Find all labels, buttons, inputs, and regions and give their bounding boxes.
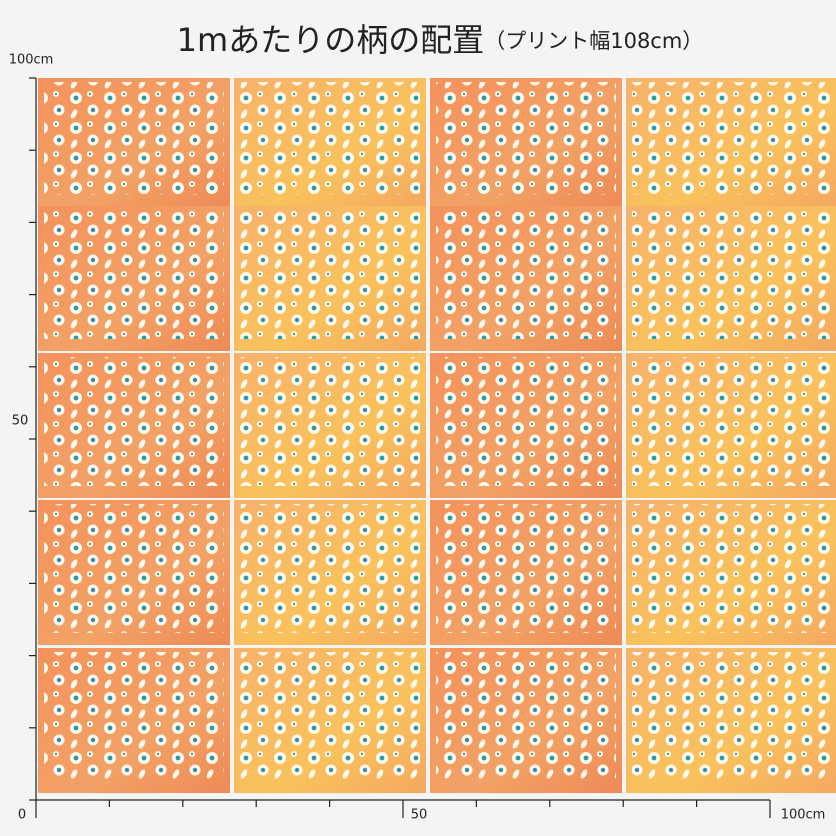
title: 1mあたりの柄の配置（プリント幅108cm） xyxy=(177,21,704,59)
flower-print xyxy=(436,82,616,195)
flower-print xyxy=(632,357,830,486)
flower-print xyxy=(240,652,420,781)
title-main: 1mあたりの柄の配置 xyxy=(177,21,485,59)
flower-print xyxy=(436,210,616,339)
flower-print xyxy=(44,210,224,339)
flower-print xyxy=(632,504,830,633)
ruler-label: 50 xyxy=(411,808,428,823)
flower-print xyxy=(240,210,420,339)
ruler-label: 50 xyxy=(12,414,29,429)
flower-print xyxy=(632,652,830,781)
pattern-layout xyxy=(38,78,836,793)
flower-print xyxy=(632,82,830,195)
ruler-label: 100cm xyxy=(9,53,54,68)
flower-print xyxy=(44,82,224,195)
flower-print xyxy=(436,652,616,781)
ruler-label: 0 xyxy=(18,808,26,823)
flower-print xyxy=(632,210,830,339)
title-sub: （プリント幅108cm） xyxy=(484,29,703,53)
flower-print xyxy=(44,504,224,633)
flower-print xyxy=(44,652,224,781)
flower-print xyxy=(240,504,420,633)
ruler-label: 100cm xyxy=(781,808,826,823)
flower-print xyxy=(240,82,420,195)
flower-print xyxy=(436,504,616,633)
flower-print xyxy=(240,357,420,486)
flower-print xyxy=(436,357,616,486)
flower-print xyxy=(44,357,224,486)
ruler xyxy=(29,77,771,818)
